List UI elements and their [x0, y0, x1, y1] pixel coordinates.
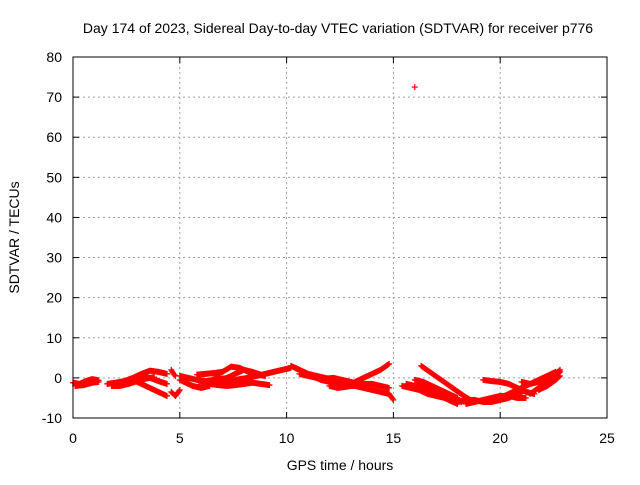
x-tick-label: 0 [69, 430, 77, 446]
data-point [390, 396, 397, 403]
data-point [171, 371, 178, 378]
tick-layer: 0 5 10 15 20 25 -10 0 10 20 30 40 50 60 70 80 [42, 49, 615, 446]
data-point [95, 378, 102, 385]
y-tick-label: 10 [46, 330, 62, 346]
data-point [163, 370, 170, 377]
plot-frame [72, 56, 608, 419]
y-tick-label: 40 [46, 209, 62, 225]
data-point [163, 392, 170, 399]
data-point [389, 395, 396, 402]
data-point [386, 360, 393, 367]
data-point [385, 361, 392, 368]
y-tick-label: -10 [42, 410, 62, 426]
y-tick-label: 20 [46, 290, 62, 306]
y-axis-label: SDTVAR / TECUs [6, 181, 22, 293]
y-tick-label: 50 [46, 169, 62, 185]
x-tick-label: 10 [279, 430, 295, 446]
x-tick-label: 15 [386, 430, 402, 446]
data-point [557, 372, 564, 379]
data-point [386, 384, 393, 391]
data-point [522, 394, 529, 401]
x-tick-label: 25 [599, 430, 615, 446]
data-point [411, 84, 418, 91]
x-axis-label: GPS time / hours [287, 457, 394, 473]
x-tick-label: 20 [492, 430, 508, 446]
data-point [176, 386, 183, 393]
x-tick-label: 5 [176, 430, 184, 446]
y-tick-label: 70 [46, 89, 62, 105]
data-point [556, 373, 563, 380]
data-point [266, 382, 273, 389]
y-tick-label: 0 [54, 370, 62, 386]
y-tick-label: 60 [46, 129, 62, 145]
data-point [163, 380, 170, 387]
data-point [175, 388, 182, 395]
y-tick-label: 30 [46, 250, 62, 266]
chart-title: Day 174 of 2023, Sidereal Day-to-day VTE… [83, 20, 593, 36]
points-layer [70, 84, 564, 407]
y-tick-label: 80 [46, 49, 62, 65]
